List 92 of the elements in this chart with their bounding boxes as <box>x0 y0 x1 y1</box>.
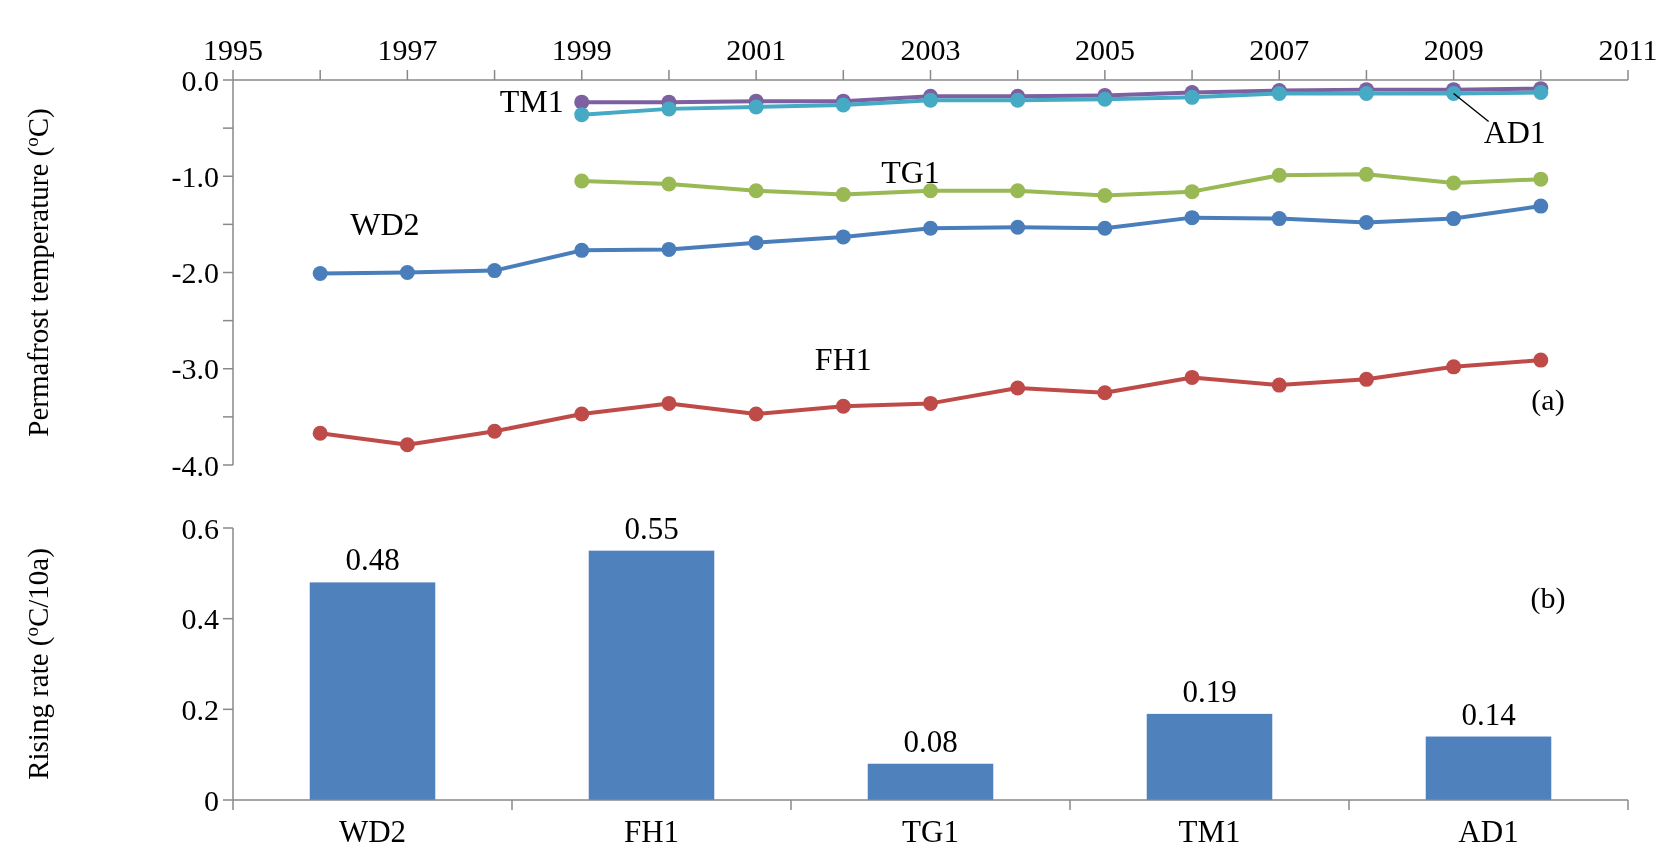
series-label: TM1 <box>499 83 564 120</box>
point <box>835 187 851 203</box>
y-tick-label: -3.0 <box>171 352 219 386</box>
point <box>1184 210 1200 226</box>
bar <box>1425 736 1552 800</box>
point <box>1010 380 1026 396</box>
x-tick-label: AD1 <box>1458 814 1519 849</box>
point <box>748 183 764 199</box>
point <box>399 437 415 453</box>
x-tick-label: 2009 <box>1423 33 1484 66</box>
point <box>574 94 590 110</box>
point <box>1358 371 1374 387</box>
point <box>923 395 938 411</box>
point <box>1358 166 1374 182</box>
annotation: (a) <box>1531 383 1565 417</box>
x-tick-label: WD2 <box>338 814 407 849</box>
point <box>1446 211 1462 227</box>
data-label: 0.55 <box>624 510 679 546</box>
y-tick-label: 0.2 <box>181 692 219 726</box>
point <box>312 425 328 441</box>
point <box>923 220 938 236</box>
point <box>1271 377 1287 393</box>
data-label: 0.14 <box>1461 696 1517 732</box>
series-label: WD2 <box>350 206 420 243</box>
x-tick-label: 1999 <box>551 33 612 66</box>
x-tick-label: 2005 <box>1074 33 1135 66</box>
point <box>1271 211 1287 227</box>
point <box>1097 91 1113 107</box>
point <box>1184 369 1200 385</box>
point <box>1010 92 1026 108</box>
point <box>661 395 677 411</box>
point <box>835 398 851 414</box>
y-tick-label: 0 <box>204 783 219 817</box>
x-tick-label: 2003 <box>900 33 961 66</box>
series-label: AD1 <box>1483 114 1546 151</box>
point <box>1184 89 1200 105</box>
point <box>487 263 503 279</box>
x-tick-label: TM1 <box>1178 814 1241 849</box>
y-tick-label: -2.0 <box>171 256 219 289</box>
point <box>835 97 851 113</box>
x-tick-label: 1995 <box>203 33 263 66</box>
point <box>748 235 764 251</box>
point <box>1010 219 1026 235</box>
data-label: 0.08 <box>903 723 958 759</box>
bar <box>588 550 715 800</box>
point <box>1533 352 1549 368</box>
point <box>1184 184 1200 200</box>
point <box>661 176 677 192</box>
series-label: FH1 <box>814 341 872 378</box>
point <box>748 406 764 422</box>
point <box>1358 214 1374 230</box>
point <box>1097 220 1113 236</box>
bar <box>1146 713 1273 800</box>
data-label: 0.48 <box>345 542 400 578</box>
point <box>1271 167 1287 183</box>
y-tick-label: 0.6 <box>181 511 219 545</box>
point <box>487 423 503 439</box>
x-tick-label: 2011 <box>1598 33 1658 66</box>
point <box>574 406 590 422</box>
point <box>399 265 415 280</box>
point <box>1097 385 1113 401</box>
bar <box>867 763 994 800</box>
point <box>574 107 590 123</box>
y-tick-label: -1.0 <box>171 159 219 193</box>
point <box>748 99 764 115</box>
x-tick-label: TG1 <box>902 814 959 849</box>
point <box>1446 359 1462 375</box>
y-tick-label: -4.0 <box>171 448 219 482</box>
x-tick-label: 2007 <box>1249 33 1310 66</box>
point <box>1533 171 1549 187</box>
point <box>1533 198 1549 214</box>
y-tick-label: 0.0 <box>181 63 219 97</box>
point <box>312 265 328 281</box>
point <box>1010 183 1026 199</box>
data-label: 0.19 <box>1182 673 1237 709</box>
point <box>923 92 938 108</box>
bar <box>309 582 436 800</box>
x-tick-label: 1997 <box>377 33 438 66</box>
series-label: TG1 <box>881 153 940 190</box>
point <box>661 101 677 117</box>
point <box>1446 175 1462 191</box>
x-tick-label: FH1 <box>623 814 680 849</box>
y-tick-label: 0.4 <box>181 602 219 636</box>
annotation: (b) <box>1530 581 1566 615</box>
point <box>1533 85 1549 101</box>
point <box>923 183 938 199</box>
x-tick-label: 2001 <box>726 33 787 66</box>
point <box>574 173 590 189</box>
point <box>661 241 677 257</box>
point <box>574 242 590 258</box>
point <box>835 229 851 245</box>
point <box>1097 188 1113 203</box>
